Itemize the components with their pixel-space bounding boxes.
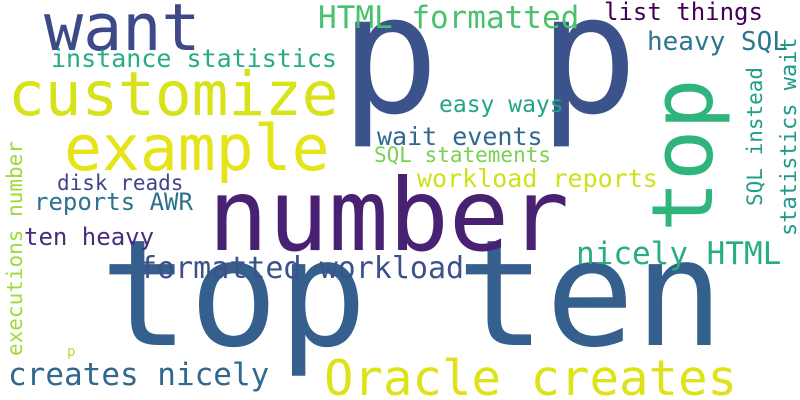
word: example (64, 112, 330, 185)
word: nicely HTML (576, 236, 781, 272)
word: list things (604, 0, 763, 26)
word: want (44, 0, 201, 66)
word: easy ways (439, 92, 564, 118)
word: p (67, 344, 75, 360)
word: customize (8, 59, 339, 130)
word: wait events (377, 122, 543, 151)
word: reports AWR (34, 188, 193, 216)
word: SQL statements (374, 143, 551, 167)
word: p p (340, 0, 638, 151)
word: Oracle creates (324, 350, 737, 400)
word: statistics wait (777, 37, 800, 236)
word: workload reports (417, 164, 658, 193)
word: HTML formatted (318, 0, 579, 36)
word: heavy SQL (647, 27, 788, 57)
word: SQL instead (743, 67, 767, 206)
word: formatted workload (139, 251, 464, 286)
word: top (634, 78, 733, 232)
word: ten heavy (24, 223, 154, 251)
word: instance statistics (51, 44, 337, 73)
word: disk reads (57, 171, 183, 195)
word: top ten (100, 208, 724, 380)
word: number (208, 157, 569, 274)
word: executions number (3, 141, 27, 356)
word: creates nicely (8, 357, 269, 393)
